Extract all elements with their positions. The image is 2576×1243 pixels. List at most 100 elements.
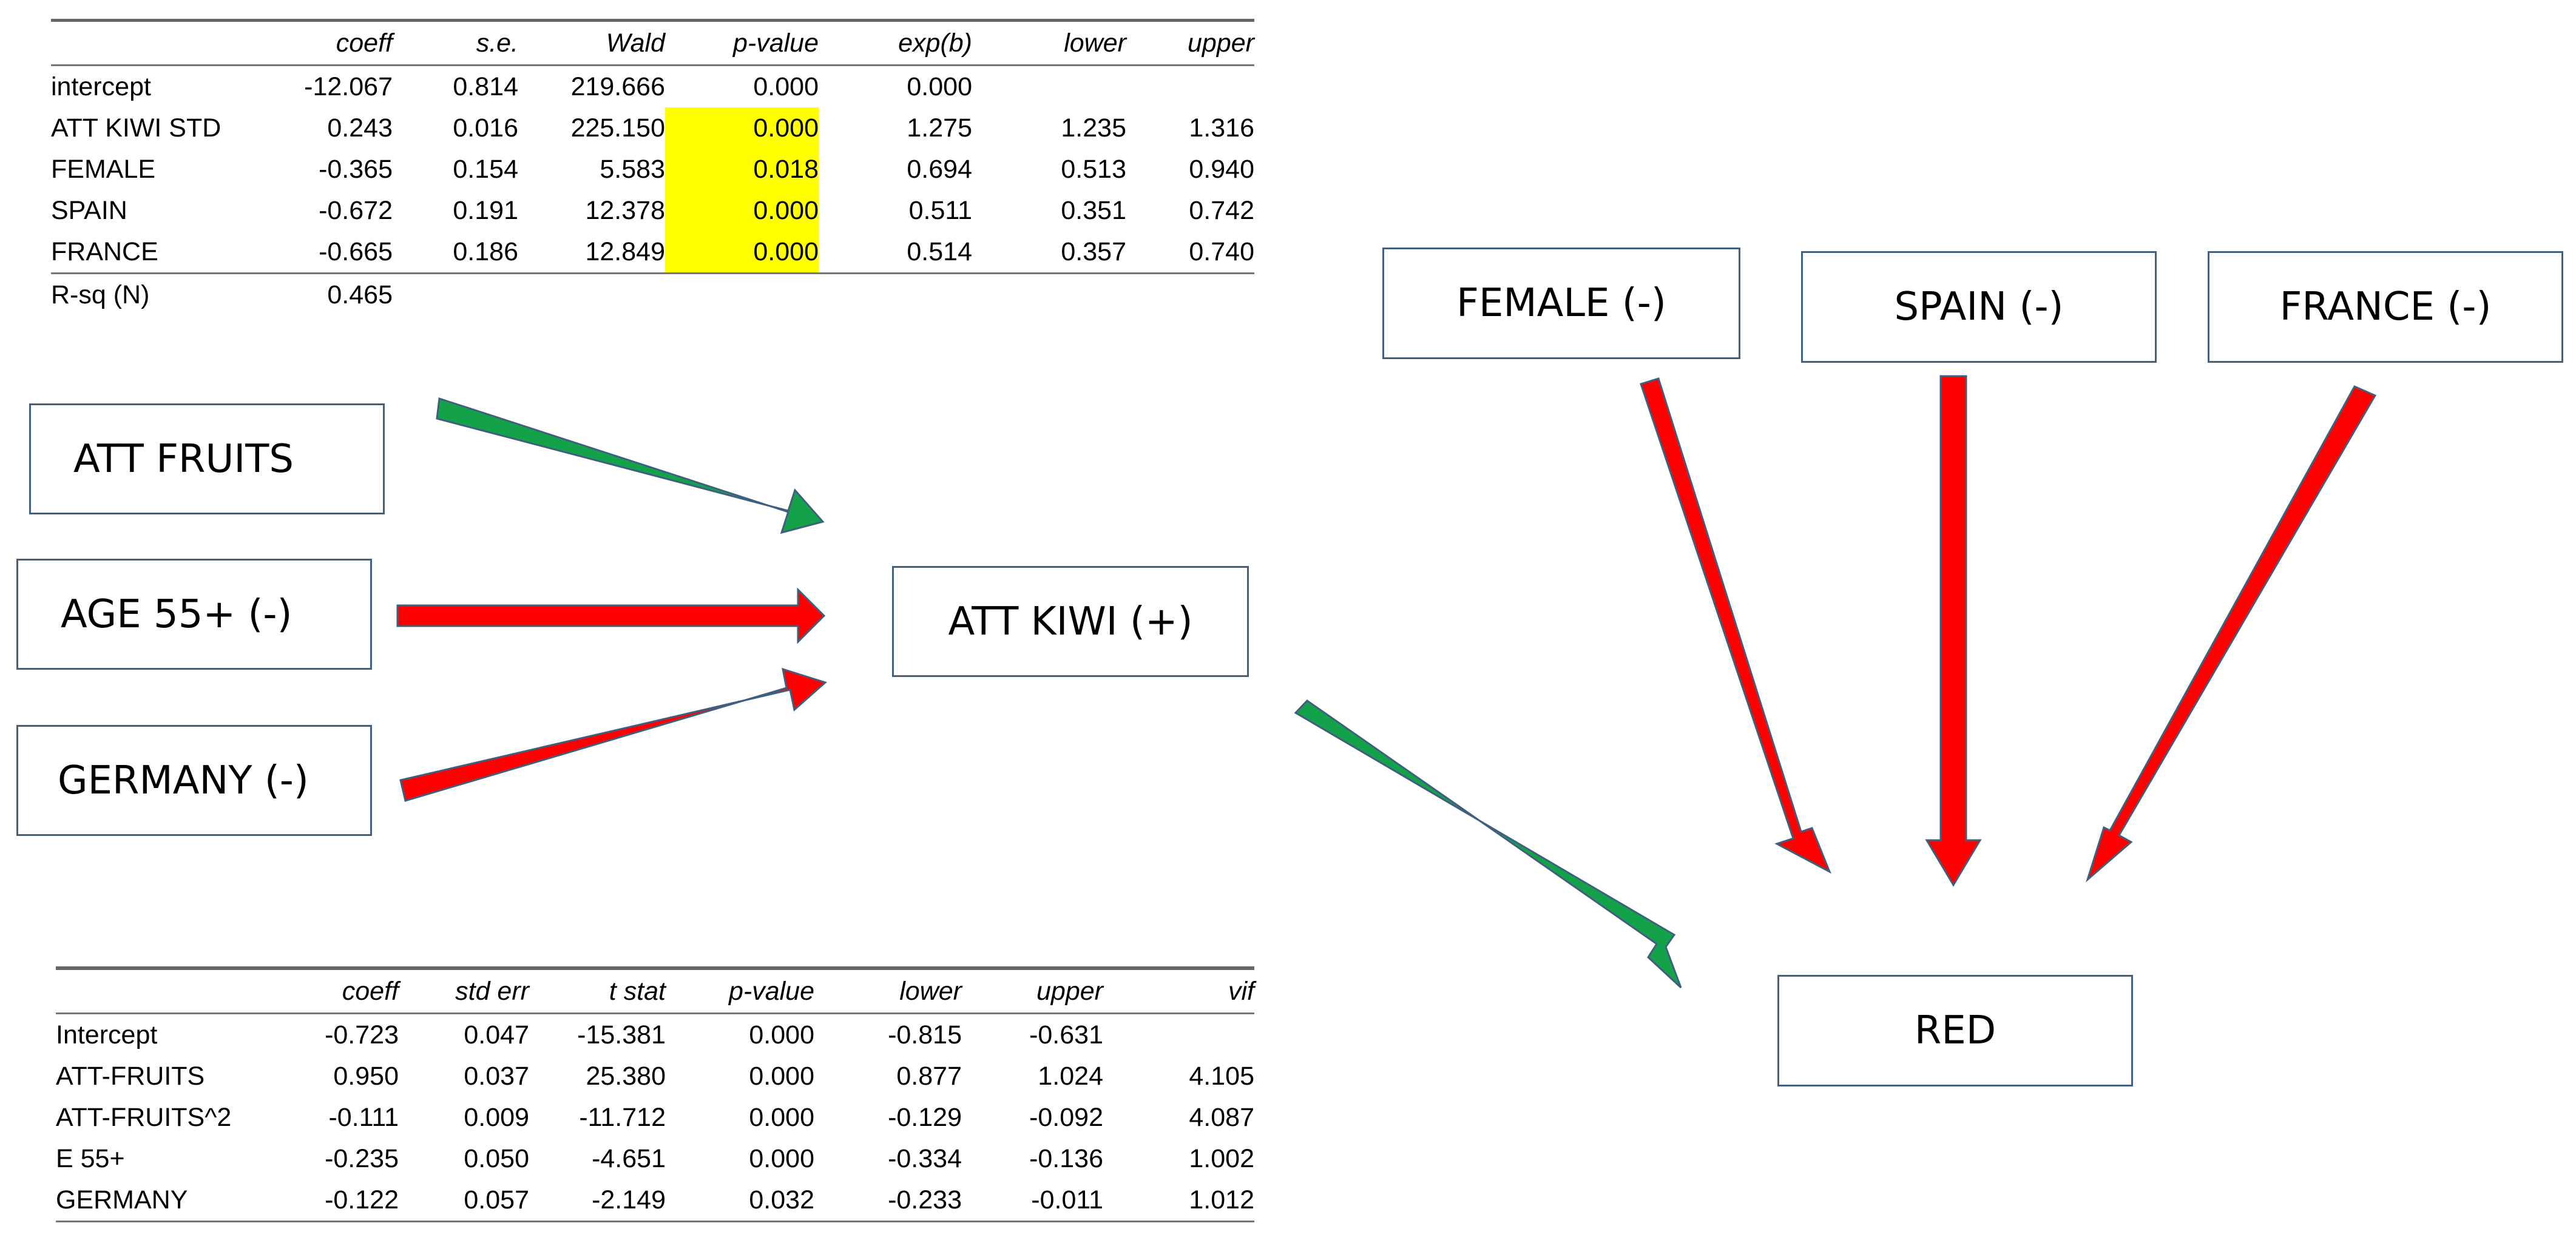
column-header: lower [972, 20, 1126, 66]
column-header: p-value [665, 20, 819, 66]
table-cell: 1.024 [1038, 1061, 1103, 1091]
node-spain: SPAIN (-) [1801, 251, 2157, 363]
table-cell: 0.351 [1061, 195, 1126, 225]
arrow-att-kiwi-to-red [1294, 699, 1682, 989]
table-cell: 219.666 [570, 72, 665, 101]
table-row: Intercept -0.723 0.047 -15.381 0.000 -0.… [56, 1014, 1254, 1056]
node-germany: GERMANY (-) [16, 725, 372, 836]
table-cell: 0.814 [453, 72, 518, 101]
arrow-spain-to-red [1925, 375, 1982, 887]
table-cell: -0.672 [319, 195, 393, 225]
table-row: FRANCE -0.665 0.186 12.849 0.000 0.514 0… [51, 231, 1254, 274]
row-label: GERMANY [56, 1179, 256, 1222]
table-cell: -0.111 [328, 1102, 399, 1132]
table-cell: 12.849 [518, 231, 665, 274]
table-cell: 1.012 [1103, 1179, 1254, 1222]
table-cell: 0.000 [907, 72, 972, 101]
table-cell: 0.009 [464, 1102, 529, 1132]
table-cell: 0.057 [399, 1179, 529, 1222]
table-cell: 0.032 [666, 1179, 814, 1222]
table-cell: -2.149 [529, 1179, 666, 1222]
table-cell: 0.186 [393, 231, 518, 274]
table-cell: -0.815 [888, 1020, 962, 1049]
table-cell: 0.357 [972, 231, 1126, 274]
row-label: FRANCE [51, 231, 251, 274]
node-red: RED [1777, 975, 2133, 1086]
table-cell: 0.877 [896, 1061, 962, 1091]
arrow-female-to-red [1640, 377, 1831, 874]
table-cell: 0.514 [819, 231, 972, 274]
table-cell: 12.378 [585, 195, 665, 225]
table-cell: 0.047 [464, 1020, 529, 1049]
table-cell: 1.316 [1189, 113, 1254, 143]
table-cell: 25.380 [586, 1061, 666, 1091]
node-label: GERMANY (-) [58, 758, 309, 803]
table-cell: -12.067 [304, 72, 393, 101]
table-cell: 225.150 [570, 113, 665, 143]
rsq-label: R-sq (N) [51, 280, 150, 309]
column-header: exp(b) [819, 20, 972, 66]
highlighted-p-value: 0.018 [665, 149, 819, 190]
row-label: ATT-FRUITS [56, 1061, 205, 1091]
highlighted-p-value: 0.000 [665, 190, 819, 231]
table-cell: 0.000 [749, 1102, 814, 1132]
node-label: AGE 55+ (-) [61, 591, 292, 637]
table-cell: -0.235 [325, 1144, 399, 1173]
row-label: SPAIN [51, 195, 127, 225]
node-age-55-plus: AGE 55+ (-) [16, 559, 372, 670]
row-label: Intercept [56, 1020, 158, 1049]
table-cell: -0.011 [962, 1179, 1103, 1222]
table-cell: -0.365 [319, 154, 393, 184]
column-header [51, 20, 251, 66]
node-att-kiwi: ATT KIWI (+) [892, 566, 1249, 677]
column-header: lower [814, 968, 962, 1014]
table-cell: 0.694 [907, 154, 972, 184]
logit-regression-table: coeff s.e. Wald p-value exp(b) lower upp… [51, 19, 1254, 315]
table-cell: 1.002 [1189, 1144, 1254, 1173]
table-cell: 0.513 [1061, 154, 1126, 184]
table-cell: 4.105 [1189, 1061, 1254, 1091]
arrow-age55-to-att-kiwi [396, 587, 826, 644]
table-cell: 0.243 [327, 113, 393, 143]
column-header [56, 968, 256, 1014]
table-cell: 0.742 [1189, 195, 1254, 225]
table-cell: 0.940 [1189, 154, 1254, 184]
table-cell: 0.950 [333, 1061, 399, 1091]
column-header: upper [962, 968, 1103, 1014]
table-cell: 0.050 [464, 1144, 529, 1173]
table-row: ATT-FRUITS^2 -0.111 0.009 -11.712 0.000 … [56, 1097, 1254, 1138]
node-label: RED [1914, 1008, 1996, 1053]
table-cell: 0.000 [753, 72, 819, 101]
table-row: E 55+ -0.235 0.050 -4.651 0.000 -0.334 -… [56, 1138, 1254, 1179]
column-header: p-value [666, 968, 814, 1014]
table-cell: -11.712 [579, 1102, 666, 1132]
table-cell: 5.583 [600, 154, 665, 184]
arrow-att-fruits-to-att-kiwi [436, 397, 825, 534]
row-label: ATT-FRUITS^2 [56, 1102, 232, 1132]
table-cell: 0.154 [453, 154, 518, 184]
table-row: ATT KIWI STD 0.243 0.016 225.150 0.000 1… [51, 107, 1254, 149]
table-row: GERMANY -0.122 0.057 -2.149 0.032 -0.233… [56, 1179, 1254, 1222]
highlighted-p-value: 0.000 [665, 107, 819, 149]
table-row: ATT-FRUITS 0.950 0.037 25.380 0.000 0.87… [56, 1056, 1254, 1097]
column-header: t stat [529, 968, 666, 1014]
table-cell: 0.037 [464, 1061, 529, 1091]
table-cell: -15.381 [577, 1020, 666, 1049]
table-cell: 4.087 [1189, 1102, 1254, 1132]
table-cell: 0.000 [749, 1061, 814, 1091]
table-cell: 1.275 [907, 113, 972, 143]
node-female: FEMALE (-) [1382, 248, 1740, 359]
table-cell: 0.191 [453, 195, 518, 225]
node-label: FEMALE (-) [1456, 281, 1666, 326]
rsq-value: 0.465 [327, 280, 393, 309]
row-label: intercept [51, 72, 151, 101]
node-att-fruits: ATT FRUITS [29, 403, 385, 514]
row-label: FEMALE [51, 154, 156, 184]
column-header: coeff [256, 968, 399, 1014]
ols-regression-table: coeff std err t stat p-value lower upper… [56, 966, 1254, 1222]
arrow-germany-to-att-kiwi [399, 667, 827, 802]
column-header: coeff [251, 20, 393, 66]
row-label: E 55+ [56, 1144, 125, 1173]
table-cell: -0.129 [888, 1102, 962, 1132]
